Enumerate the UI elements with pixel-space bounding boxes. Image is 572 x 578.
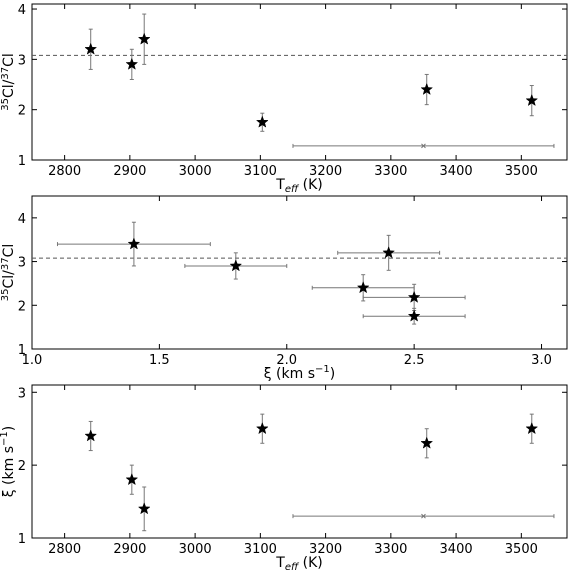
data-point-star (525, 93, 539, 107)
y-tick-label: 3 (18, 386, 26, 401)
typical-error-marker (421, 143, 426, 149)
y-label-superscript: 35 (0, 98, 11, 111)
x-tick-label: 2900 (113, 542, 146, 557)
x-tick-label: 2800 (48, 542, 81, 557)
data-point-star (420, 82, 434, 95)
x-label-subscript: eff (285, 562, 300, 573)
y-label-end: ) (1, 426, 17, 431)
x-label-superscript: −1 (315, 364, 330, 375)
data-point-star (525, 421, 539, 435)
data-point-star (255, 115, 269, 128)
x-tick-label: 3100 (244, 542, 277, 557)
x-tick-label: 3000 (179, 542, 212, 557)
y-tick-label: 2 (18, 459, 26, 474)
data-point-star (125, 472, 139, 486)
y-tick-label: 1 (18, 532, 26, 547)
y-tick-label: 4 (18, 212, 26, 227)
data-point-star (137, 502, 151, 515)
x-tick-label: 2.5 (404, 353, 425, 368)
data-point-star (255, 421, 269, 435)
data-point-star (356, 281, 370, 294)
panel-2: 1.0 1.5 2.0 2.5 3.0 1 2 3 4 ξ (km s−1) 35Cl/37Cl (0, 195, 568, 382)
x-tick-label: 3200 (309, 542, 342, 557)
x-axis-label: ξ (km s−1) (264, 364, 335, 382)
y-axis-label: ξ (km s−1) (0, 426, 17, 497)
x-axis-label: Teff (K) (275, 555, 323, 573)
x-tick-label: 3500 (505, 164, 538, 179)
x-tick-label: 1.5 (149, 353, 170, 368)
plot-frame (31, 384, 568, 539)
y-tick-label: 2 (18, 299, 26, 314)
data-point-star (382, 246, 396, 259)
y-label-superscript: −1 (0, 431, 10, 446)
y-tick-label: 1 (18, 154, 26, 169)
y-label-text: Cl (1, 244, 17, 258)
data-point-star (229, 259, 243, 272)
data-point-star (84, 42, 98, 55)
y-tick-label: 1 (18, 343, 26, 358)
y-label-text: Cl/ (1, 79, 17, 98)
x-label-main: T (275, 555, 285, 571)
data-point-star (84, 429, 98, 442)
x-tick-label: 1.0 (22, 353, 43, 368)
x-tick-label: 3200 (309, 164, 342, 179)
x-tick-label: 3300 (374, 164, 407, 179)
x-tick-label: 2900 (113, 164, 146, 179)
x-label-main: ξ (km s (264, 366, 315, 382)
y-label-superscript: 37 (0, 257, 11, 270)
y-label-superscript: 35 (0, 289, 11, 302)
x-axis-label: Teff (K) (275, 177, 323, 195)
y-label-text: Cl (1, 53, 17, 67)
y-tick-label: 4 (18, 3, 26, 18)
y-tick-label: 2 (18, 104, 26, 119)
x-tick-label: 3100 (244, 164, 277, 179)
x-tick-label: 3.0 (531, 353, 552, 368)
data-point-star (420, 436, 434, 449)
x-tick-label: 3300 (374, 542, 407, 557)
data-point-star (125, 57, 139, 70)
x-label-subscript: eff (285, 184, 300, 195)
data-point-star (407, 309, 421, 322)
y-tick-label: 3 (18, 256, 26, 271)
x-tick-label: 2800 (48, 164, 81, 179)
x-tick-label: 3000 (179, 164, 212, 179)
x-tick-label: 3400 (440, 164, 473, 179)
y-axis-label: 35Cl/37Cl (0, 244, 17, 302)
x-tick-label: 2.0 (276, 353, 297, 368)
data-point-star (137, 32, 151, 45)
panel-1: 2800 2900 3000 3100 3200 3300 3400 3500 1 2 3 4 Teff… (0, 3, 568, 195)
panel-3: 2800 2900 3000 3100 3200 3300 3400 3500 1 2 3 Teff … (0, 384, 568, 573)
x-tick-label: 3500 (505, 542, 538, 557)
data-point-star (127, 237, 141, 250)
y-label-superscript: 37 (0, 67, 11, 80)
y-label-main: ξ (km s (1, 446, 17, 497)
x-label-unit: (K) (298, 555, 323, 571)
y-label-text: Cl/ (1, 270, 17, 289)
y-axis-label: 35Cl/37Cl (0, 53, 17, 111)
plot-frame (31, 195, 568, 350)
typical-error-marker (421, 513, 426, 519)
plot-frame (31, 3, 568, 161)
x-tick-label: 3400 (440, 542, 473, 557)
x-label-end: ) (330, 366, 335, 382)
y-tick-label: 3 (18, 53, 26, 68)
x-label-main: T (275, 177, 285, 193)
data-point-star (407, 290, 421, 303)
x-label-unit: (K) (298, 177, 323, 193)
